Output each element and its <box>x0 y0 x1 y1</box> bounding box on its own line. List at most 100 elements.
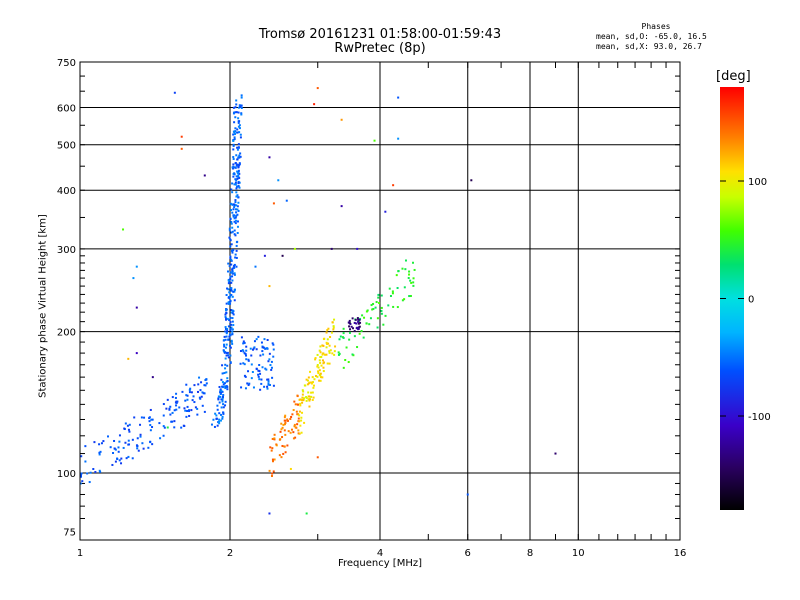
data-point <box>408 273 411 276</box>
data-point <box>283 429 286 432</box>
data-point <box>241 349 244 352</box>
data-point <box>229 293 232 296</box>
data-point <box>220 398 223 401</box>
data-point <box>235 154 238 157</box>
data-point <box>238 162 241 165</box>
data-point <box>234 222 237 225</box>
data-point <box>225 309 228 312</box>
data-point <box>298 432 301 435</box>
data-point <box>230 288 233 291</box>
data-point <box>151 418 154 421</box>
data-point <box>330 247 333 250</box>
data-point <box>229 346 232 349</box>
data-point <box>218 385 221 388</box>
phase-stats-heading: Phases <box>641 22 671 31</box>
data-point <box>466 493 469 496</box>
data-point <box>183 407 186 410</box>
data-point <box>231 251 234 254</box>
data-point <box>240 94 243 97</box>
data-point <box>231 295 234 298</box>
data-point <box>380 294 383 297</box>
data-point <box>123 427 126 430</box>
data-point <box>229 277 232 280</box>
data-point <box>238 154 241 157</box>
x-tick-label: 16 <box>674 548 687 559</box>
data-point <box>376 317 379 320</box>
data-point <box>301 393 304 396</box>
data-point <box>331 352 334 355</box>
data-point <box>162 434 165 437</box>
x-tick-label: 8 <box>527 548 533 559</box>
data-point <box>284 421 287 424</box>
colorbar-unit-label: [deg] <box>716 69 751 84</box>
data-point <box>231 330 234 333</box>
data-point <box>293 423 296 426</box>
data-point <box>229 300 232 303</box>
data-point <box>404 268 407 271</box>
data-point <box>168 408 171 411</box>
data-point <box>131 438 134 441</box>
data-point <box>218 418 221 421</box>
data-point <box>321 376 324 379</box>
data-point <box>229 275 232 278</box>
data-point <box>226 364 229 367</box>
data-point <box>236 177 239 180</box>
data-point <box>231 270 234 273</box>
x-axis-label: Frequency [MHz] <box>337 558 423 569</box>
data-point <box>234 199 237 202</box>
data-point <box>163 426 166 429</box>
data-point <box>142 447 145 450</box>
data-point <box>98 443 101 446</box>
data-point <box>312 396 315 399</box>
data-point <box>232 175 235 178</box>
data-point <box>232 143 235 146</box>
data-point <box>318 359 321 362</box>
data-point <box>175 392 178 395</box>
data-point <box>244 387 247 390</box>
data-point <box>238 120 241 123</box>
data-point <box>409 279 412 282</box>
data-point <box>84 460 87 463</box>
data-point <box>122 446 125 449</box>
y-tick-label: 750 <box>57 58 76 69</box>
data-point <box>294 436 297 439</box>
data-point <box>180 426 183 429</box>
data-point <box>257 335 260 338</box>
data-point <box>300 399 303 402</box>
data-point <box>127 428 130 431</box>
data-point <box>188 410 191 413</box>
data-point <box>232 313 235 316</box>
data-point <box>278 438 281 441</box>
data-point <box>263 385 266 388</box>
data-point <box>272 202 275 205</box>
data-point <box>227 302 230 305</box>
data-point <box>225 311 228 314</box>
data-point <box>219 392 222 395</box>
data-point <box>99 450 102 453</box>
data-point <box>348 331 351 334</box>
data-point <box>380 312 383 315</box>
data-point <box>237 125 240 128</box>
data-point <box>247 358 250 361</box>
data-point <box>198 376 201 379</box>
data-point <box>227 262 230 265</box>
data-point <box>243 352 246 355</box>
data-point <box>353 335 356 338</box>
data-point <box>127 439 130 442</box>
data-point <box>322 344 325 347</box>
data-point <box>260 378 263 381</box>
data-point <box>228 229 231 232</box>
data-point <box>252 386 255 389</box>
data-point <box>318 369 321 372</box>
data-point <box>225 380 228 383</box>
data-point <box>237 156 240 159</box>
data-point <box>190 391 193 394</box>
data-point <box>333 353 336 356</box>
data-point <box>149 440 152 443</box>
data-point <box>228 265 231 268</box>
data-point <box>175 401 178 404</box>
data-point <box>382 323 385 326</box>
data-point <box>117 446 120 449</box>
data-point <box>234 111 237 114</box>
data-point <box>186 394 189 397</box>
